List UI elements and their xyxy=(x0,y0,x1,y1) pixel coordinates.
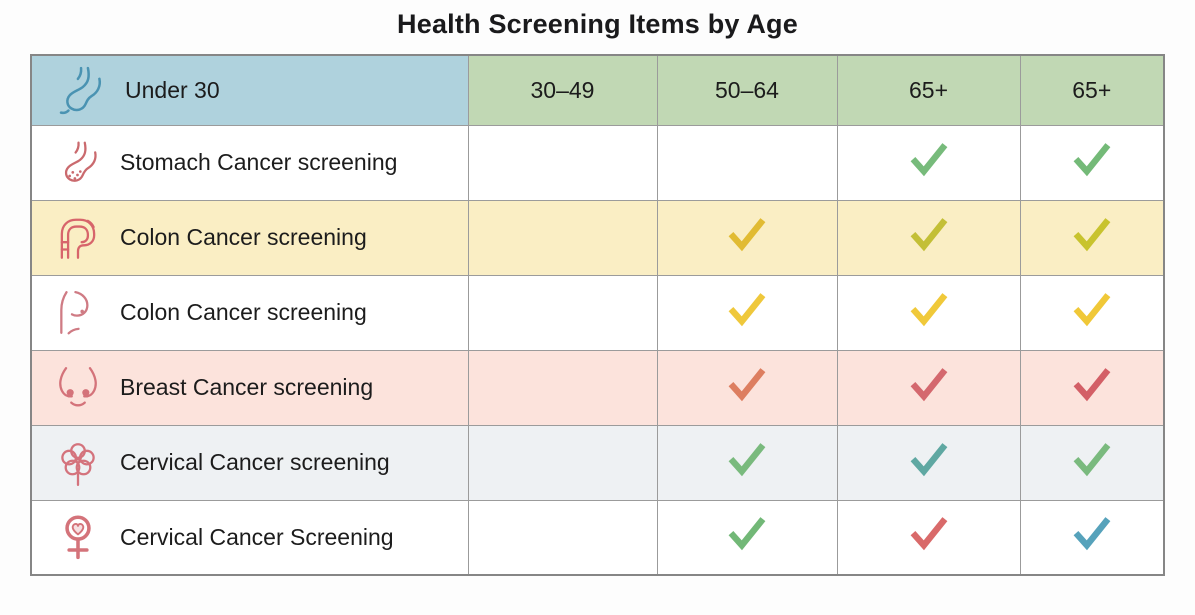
checkmark-icon xyxy=(1072,442,1112,478)
check-cell xyxy=(836,499,1021,576)
checkmark-icon xyxy=(1072,217,1112,253)
checkmark-icon xyxy=(1072,292,1112,328)
check-cell xyxy=(836,124,1021,201)
row-label-cell: Cervical Cancer Screening xyxy=(30,499,469,576)
check-cell xyxy=(836,199,1021,276)
header-age-column: 65+ xyxy=(836,54,1021,126)
table-row: Colon Cancer screening xyxy=(30,274,1165,351)
stomach-dots-icon xyxy=(53,138,103,188)
check-cell xyxy=(656,274,838,351)
female-symbol-icon xyxy=(53,512,103,562)
header-row: Under 30 30–49 50–64 65+ 65+ xyxy=(30,54,1165,126)
empty-cell xyxy=(467,124,658,201)
empty-cell xyxy=(656,124,838,201)
check-cell xyxy=(1019,424,1165,501)
page-title: Health Screening Items by Age xyxy=(397,9,798,39)
flower-icon xyxy=(53,438,103,488)
row-label: Stomach Cancer screening xyxy=(120,149,398,175)
check-cell xyxy=(1019,124,1165,201)
table-body: Stomach Cancer screening Colon Cancer scr… xyxy=(30,124,1165,576)
checkmark-icon xyxy=(909,292,949,328)
checkmark-icon xyxy=(727,442,767,478)
checkmark-icon xyxy=(1072,367,1112,403)
infographic: Health Screening Items by Age Under 30 3… xyxy=(0,9,1195,576)
checkmark-icon xyxy=(727,367,767,403)
checkmark-icon xyxy=(909,217,949,253)
row-label: Colon Cancer screening xyxy=(120,299,367,325)
header-age-column: 30–49 xyxy=(467,54,658,126)
row-label-cell: Colon Cancer screening xyxy=(30,274,469,351)
check-cell xyxy=(656,199,838,276)
row-label: Cervical Cancer screening xyxy=(120,449,390,475)
checkmark-icon xyxy=(909,517,949,552)
breasts-icon xyxy=(53,363,103,413)
header-cell-under-30: Under 30 xyxy=(30,54,469,126)
header-age-column: 65+ xyxy=(1019,54,1165,126)
checkmark-icon xyxy=(1072,142,1112,178)
checkmark-icon xyxy=(909,142,949,178)
table-row: Stomach Cancer screening xyxy=(30,124,1165,201)
table-row: Cervical Cancer screening xyxy=(30,424,1165,501)
check-cell xyxy=(836,274,1021,351)
stomach-icon xyxy=(53,63,108,118)
screening-table: Under 30 30–49 50–64 65+ 65+ Stomach Can… xyxy=(30,54,1165,576)
checkmark-icon xyxy=(727,217,767,253)
checkmark-icon xyxy=(727,517,767,552)
table-row: Cervical Cancer Screening xyxy=(30,499,1165,576)
checkmark-icon xyxy=(727,292,767,328)
breast-profile-icon xyxy=(53,288,103,338)
row-label: Cervical Cancer Screening xyxy=(120,523,394,550)
row-label-cell: Cervical Cancer screening xyxy=(30,424,469,501)
colon-icon xyxy=(53,213,103,263)
check-cell xyxy=(1019,199,1165,276)
row-label-cell: Stomach Cancer screening xyxy=(30,124,469,201)
row-label-cell: Breast Cancer screening xyxy=(30,349,469,426)
check-cell xyxy=(1019,274,1165,351)
checkmark-icon xyxy=(909,367,949,403)
check-cell xyxy=(836,424,1021,501)
checkmark-icon xyxy=(909,442,949,478)
table-row: Breast Cancer screening xyxy=(30,349,1165,426)
header-age-column: 50–64 xyxy=(656,54,838,126)
row-label: Colon Cancer screening xyxy=(120,224,367,250)
check-cell xyxy=(656,499,838,576)
check-cell xyxy=(656,349,838,426)
check-cell xyxy=(656,424,838,501)
checkmark-icon xyxy=(1072,517,1112,552)
table-row: Colon Cancer screening xyxy=(30,199,1165,276)
header-label: Under 30 xyxy=(125,76,220,103)
empty-cell xyxy=(467,349,658,426)
row-label: Breast Cancer screening xyxy=(120,374,374,400)
empty-cell xyxy=(467,199,658,276)
empty-cell xyxy=(467,424,658,501)
empty-cell xyxy=(467,274,658,351)
row-label-cell: Colon Cancer screening xyxy=(30,199,469,276)
empty-cell xyxy=(467,499,658,576)
check-cell xyxy=(1019,499,1165,576)
check-cell xyxy=(1019,349,1165,426)
check-cell xyxy=(836,349,1021,426)
